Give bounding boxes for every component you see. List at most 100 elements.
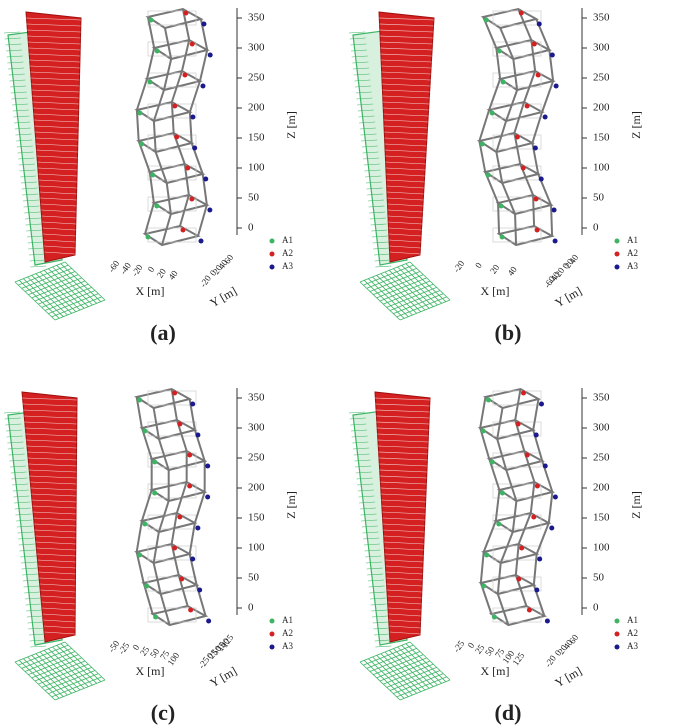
legend-label: A2 — [627, 248, 638, 258]
floor-line — [387, 601, 422, 605]
wire-column — [505, 469, 518, 502]
panel-caption: (b) — [495, 320, 522, 345]
ground-grid — [405, 263, 447, 302]
floor-line — [28, 469, 77, 473]
wire-column — [179, 194, 190, 227]
legend-marker — [614, 238, 620, 244]
sensor — [549, 52, 555, 58]
z-axis-label: Z [m] — [284, 111, 298, 139]
sensor — [190, 401, 196, 407]
floor-line — [39, 191, 77, 195]
sensor — [142, 521, 148, 527]
legend-label: A1 — [627, 615, 638, 625]
sensor — [200, 83, 206, 89]
sensor — [524, 452, 530, 458]
floor-line — [380, 59, 432, 63]
floor-line — [4, 417, 21, 420]
sensor — [552, 494, 558, 500]
y-tick-label: 0 — [208, 268, 219, 278]
sensor — [198, 238, 204, 244]
ghost-floor — [147, 134, 197, 150]
floor-line — [39, 583, 76, 587]
floor-line — [382, 517, 426, 521]
wire-column — [152, 407, 160, 440]
floor-line — [26, 235, 43, 238]
sensor — [532, 145, 538, 151]
sensor — [183, 10, 189, 16]
z-tick-label: 0 — [248, 222, 254, 234]
y-tick-label: -20 — [543, 653, 558, 669]
wire-column — [479, 427, 491, 460]
floor-line — [359, 507, 376, 510]
panel-caption: (d) — [495, 700, 522, 725]
ghost-floor — [147, 196, 197, 212]
floor-line — [27, 241, 44, 244]
floor-line — [363, 157, 380, 160]
ground-grid — [48, 293, 99, 315]
wire-column — [146, 47, 156, 80]
floor-line — [33, 517, 77, 521]
floor-line — [383, 541, 425, 545]
floor-line — [29, 259, 46, 262]
floor-line — [357, 109, 374, 112]
floor-line — [3, 31, 21, 34]
floor-line — [6, 435, 23, 438]
floor-line — [26, 439, 77, 443]
y-tick-label: 0 — [560, 261, 571, 271]
floor-line — [368, 585, 385, 588]
floor-line — [381, 499, 426, 503]
floor-line — [365, 555, 382, 558]
wire-column — [495, 47, 502, 80]
wire-column — [488, 458, 501, 491]
floor-line — [352, 61, 369, 64]
wire-column — [514, 543, 520, 576]
floor-line — [375, 265, 392, 268]
sensor — [499, 490, 505, 496]
floor-line — [383, 113, 429, 117]
floor-line — [16, 145, 33, 148]
z-tick-label: 250 — [248, 452, 265, 464]
z-tick-label: 0 — [248, 602, 254, 614]
floor-line — [387, 203, 424, 207]
floor-line — [34, 125, 79, 129]
ghost-floor — [147, 421, 197, 437]
floor-line — [372, 241, 389, 244]
floor-line — [7, 441, 24, 444]
floor-line — [26, 29, 81, 33]
floor-line — [371, 609, 388, 612]
floor-line — [379, 469, 428, 473]
floor-line — [44, 251, 76, 255]
sensor — [144, 583, 150, 589]
ghost-floor — [147, 483, 197, 499]
wire-column — [530, 39, 537, 72]
floor-line — [9, 459, 26, 462]
legend-label: A3 — [282, 261, 293, 271]
wire-column — [535, 522, 550, 555]
floor-line — [364, 169, 381, 172]
floor-line — [350, 43, 367, 46]
legend-label: A1 — [282, 235, 293, 245]
wire-column — [512, 58, 519, 91]
sensor — [172, 103, 178, 109]
floor-line — [354, 459, 371, 462]
floor-line — [355, 85, 372, 88]
floor-line — [11, 97, 28, 100]
floor-line — [386, 191, 424, 195]
floor-line — [375, 403, 430, 407]
floor-line — [349, 37, 366, 40]
ghost-floor — [492, 227, 542, 243]
sensor — [153, 614, 159, 620]
sensor — [483, 17, 489, 23]
floor-line — [34, 119, 79, 123]
wire-column — [494, 489, 501, 522]
floor-line — [379, 23, 434, 27]
sensor — [531, 41, 537, 47]
sensor — [205, 463, 211, 469]
floor-line — [25, 17, 82, 21]
z-tick-label: 150 — [248, 512, 265, 524]
floor-line — [6, 49, 23, 52]
wire-column — [478, 140, 487, 173]
wire-column — [188, 111, 193, 144]
